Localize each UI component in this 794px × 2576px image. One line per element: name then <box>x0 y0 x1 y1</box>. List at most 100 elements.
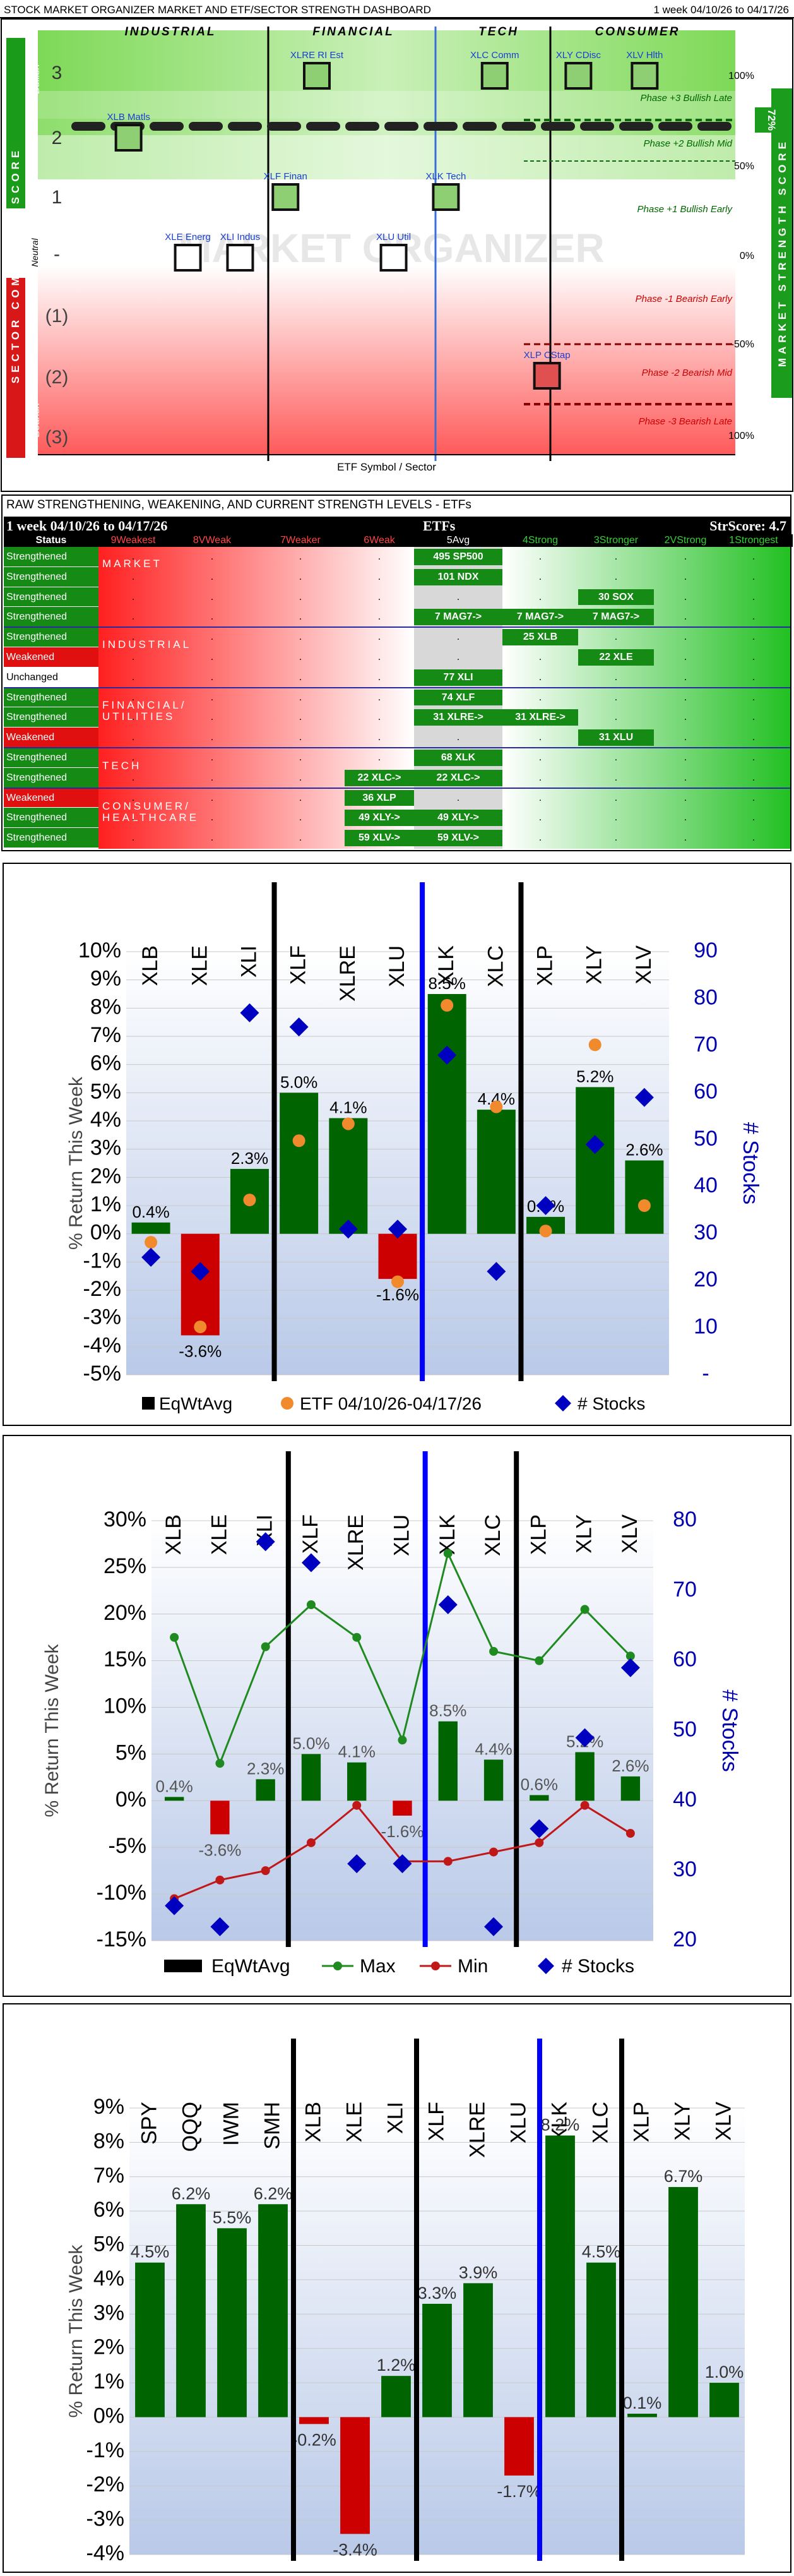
table-cell: . <box>614 692 618 703</box>
legend-label: # Stocks <box>562 1956 634 1977</box>
table-cell: . <box>210 832 214 844</box>
min-point <box>352 1800 362 1810</box>
table-cell: . <box>131 551 135 562</box>
table-cell: . <box>456 732 460 743</box>
bar <box>422 2303 452 2417</box>
table-cell: . <box>377 712 381 723</box>
table-cell: . <box>131 812 135 824</box>
row-status: Strengthened <box>4 627 98 647</box>
table-cell: . <box>538 692 542 703</box>
etf-dot <box>243 1194 256 1207</box>
bar <box>176 2204 206 2417</box>
table-cell: . <box>614 712 618 723</box>
table-section-label: CONSUMER/ HEALTHCARE <box>102 801 199 824</box>
min-point <box>625 1829 635 1838</box>
category-label: XLC <box>589 2102 613 2143</box>
bar <box>438 1721 458 1801</box>
table-cell: 22 XLC-> <box>414 769 502 786</box>
column-header: 8VWeak <box>193 535 232 546</box>
table-cell: . <box>377 671 381 683</box>
data-label: 0.1% <box>623 2393 662 2412</box>
bar <box>586 2262 616 2417</box>
stocks-marker <box>634 1087 654 1107</box>
table-cell: . <box>131 832 135 844</box>
dashboard-canvas: STOCK MARKET ORGANIZER MARKET AND ETF/SE… <box>0 0 794 493</box>
table-cell: . <box>210 732 214 743</box>
category-label: XLF <box>299 1514 323 1554</box>
table-cell: . <box>131 611 135 623</box>
y-tick-label: -4% <box>83 1333 121 1357</box>
min-point <box>261 1866 270 1876</box>
bar <box>256 1779 275 1801</box>
row-label: (2) <box>45 367 69 388</box>
data-label: 4.4% <box>475 1739 512 1758</box>
category-label: XLC <box>483 945 507 987</box>
table-cell: . <box>377 632 381 643</box>
y2-tick-label: 20 <box>673 1927 697 1951</box>
bar <box>627 2414 657 2417</box>
data-label: 8.5% <box>429 1701 466 1720</box>
table-cell: . <box>538 671 542 683</box>
y-tick-label: 3% <box>90 1136 121 1160</box>
y2-tick-label: 10 <box>694 1315 718 1339</box>
right-pct: 100% <box>728 71 754 81</box>
table-cell: . <box>614 812 618 824</box>
y2-tick-label: - <box>702 1362 709 1386</box>
stocks-marker <box>338 1219 358 1239</box>
score-marker <box>303 62 331 90</box>
section-separator <box>4 747 790 748</box>
column-header: 1Strongest <box>729 535 778 546</box>
table-cell: . <box>210 551 214 562</box>
table-cell: . <box>684 812 687 824</box>
table-cell: . <box>752 812 755 824</box>
category-label: IWM <box>220 2102 244 2146</box>
data-label: -0.2% <box>292 2430 336 2449</box>
row-status: Strengthened <box>4 808 98 828</box>
y-tick-label: 7% <box>93 2164 124 2188</box>
legend-label: ETF 04/10/26-04/17/26 <box>300 1394 482 1413</box>
y-tick-label: -4% <box>86 2541 124 2565</box>
row-label: (1) <box>45 306 69 326</box>
stocks-marker <box>484 1917 504 1936</box>
category-label: XLK <box>434 945 458 986</box>
table-cell: 49 XLY-> <box>414 810 502 827</box>
min-point <box>306 1838 316 1847</box>
dash-date: 1 week 04/10/26 to 04/17/26 <box>653 4 789 16</box>
column-header: 4Strong <box>522 535 559 546</box>
category-label: XLP <box>533 945 557 986</box>
table-cell: . <box>210 712 214 723</box>
right-axis-label: MARKET STRENGTH SCORE <box>776 138 788 367</box>
bar <box>340 2417 370 2534</box>
table-cell: . <box>752 752 755 763</box>
table-cell: . <box>131 571 135 582</box>
row-status: Strengthened <box>4 828 98 848</box>
data-label: 0.4% <box>156 1776 193 1795</box>
table-cell: . <box>538 772 542 783</box>
table-cell: . <box>538 732 542 743</box>
table-cell: 101 NDX <box>414 568 502 585</box>
y2-tick-label: 90 <box>694 938 718 962</box>
table-row: Weakened...... 31 XLU.. <box>4 728 793 748</box>
table-cell: . <box>299 571 302 582</box>
table-mid-title: ETFs <box>423 518 456 534</box>
marker-label: XLC Comm <box>470 50 519 61</box>
bearish-label: Bearish <box>31 403 42 437</box>
chart1-panel: 10% 9% 8% 7% 6% 5% 4% 3% 2% 1% 0% -1% -2% -3% -4% -5% 90… <box>0 860 794 1429</box>
table-cell: . <box>614 671 618 683</box>
y-tick-label: 7% <box>90 1023 121 1047</box>
y2-tick-label: 60 <box>673 1648 697 1672</box>
data-label: 2.3% <box>247 1759 284 1778</box>
row-label: 2 <box>52 128 62 148</box>
table-cell: . <box>752 652 755 662</box>
table-column-headers: Status 9Weakest 8VWeak 7Weaker 6Weak 5Avg 4Str… <box>4 534 793 547</box>
bar <box>483 1759 504 1801</box>
score-marker <box>564 62 593 90</box>
table-cell: . <box>377 611 381 623</box>
table-cell: 495 SP500 <box>414 549 502 565</box>
data-label: 4.5% <box>131 2243 170 2261</box>
left-bull-bar <box>6 38 25 208</box>
left-axis-label: SECTOR COMPOSITE SCORE <box>9 147 21 383</box>
bar <box>210 1800 230 1835</box>
table-cell: . <box>684 571 687 582</box>
table-cell: 74 XLF <box>414 689 502 706</box>
